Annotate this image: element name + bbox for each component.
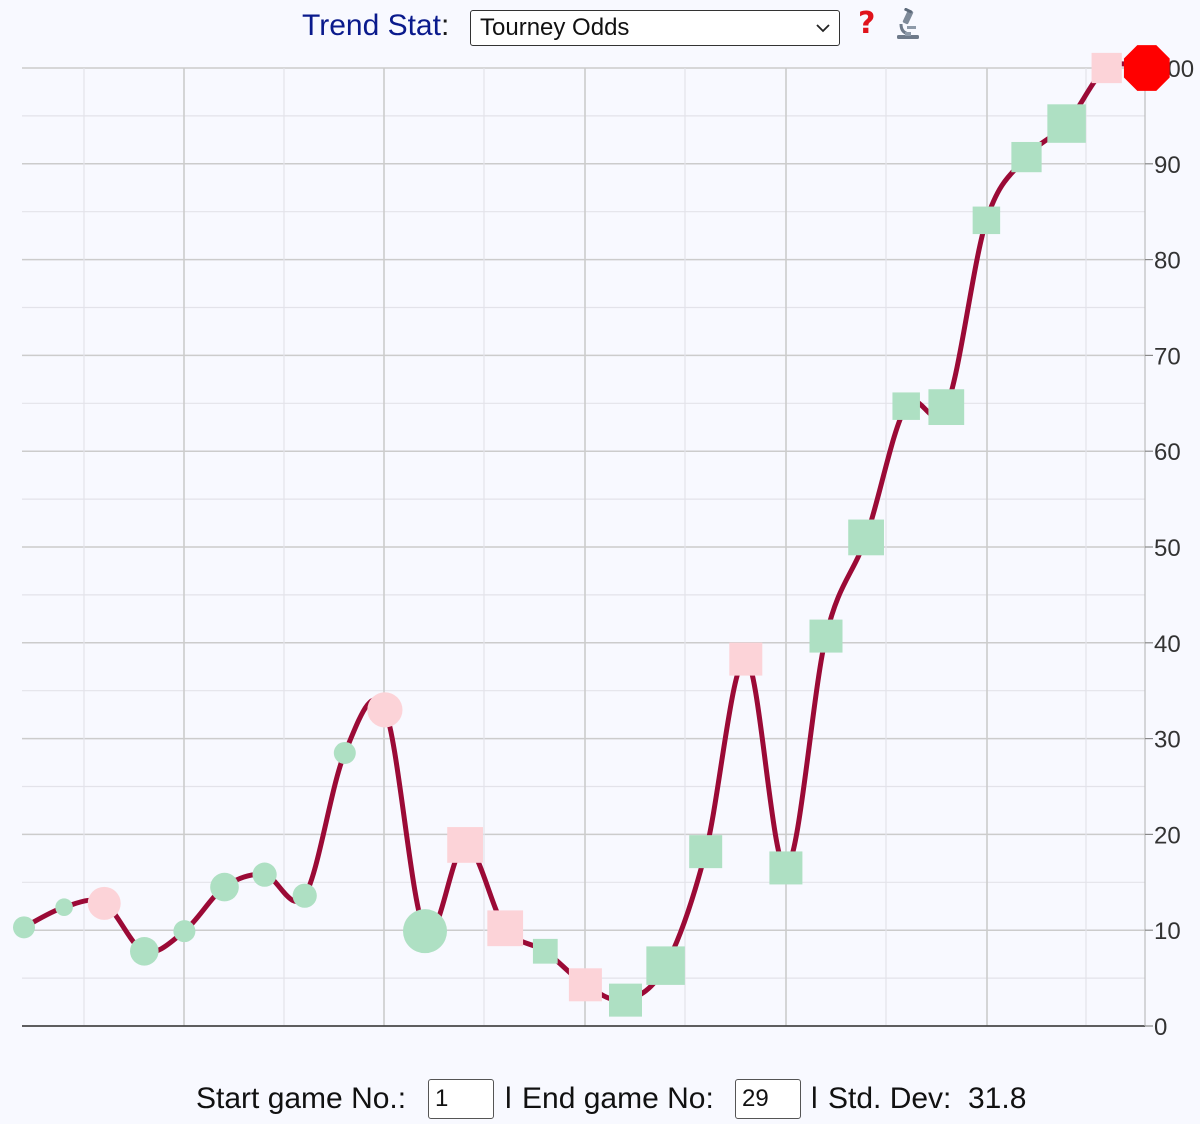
end-game-label: End game No:	[522, 1082, 714, 1115]
data-point-win	[1011, 141, 1042, 173]
trend-stat-select[interactable]: Tourney Odds	[470, 10, 840, 46]
y-tick-label: 50	[1154, 535, 1181, 562]
y-tick-label: 90	[1154, 152, 1181, 179]
data-point-win	[928, 389, 965, 426]
data-point-win	[292, 883, 317, 908]
data-point-win	[1047, 104, 1086, 143]
separator: l	[811, 1082, 818, 1115]
data-point-win	[55, 898, 73, 917]
data-point-win	[972, 206, 1001, 235]
data-point-loss	[367, 692, 403, 728]
trend-stat-label: Trend Stat:	[302, 9, 450, 42]
std-dev-label: Std. Dev:	[828, 1082, 952, 1115]
separator: l	[505, 1082, 512, 1115]
end-game-input[interactable]: 29	[735, 1079, 801, 1119]
data-point-win	[13, 916, 35, 939]
data-point-win	[252, 862, 277, 887]
data-point-loss	[729, 642, 763, 676]
data-point-loss	[568, 968, 602, 1002]
data-point-loss	[1091, 52, 1122, 84]
data-point-win	[809, 619, 843, 653]
chart-grid	[22, 67, 1145, 1027]
chart-header: Trend Stat: Tourney Odds ?	[0, 0, 1200, 56]
data-point-win	[173, 920, 196, 943]
chart-axes	[22, 67, 1153, 1027]
start-game-label: Start game No.:	[196, 1082, 407, 1115]
y-tick-label: 60	[1154, 439, 1181, 466]
start-game-input[interactable]: 1	[428, 1079, 494, 1119]
data-point-loss	[487, 910, 524, 947]
data-point-markers	[13, 45, 1170, 1017]
data-point-loss	[87, 886, 121, 920]
data-point-win	[130, 936, 159, 966]
data-point-win	[689, 835, 723, 869]
data-point-win	[892, 392, 920, 420]
y-tick-label: 0	[1154, 1014, 1167, 1041]
trend-stat-selected-value: Tourney Odds	[480, 14, 630, 41]
data-point-win	[403, 909, 447, 954]
data-point-win	[532, 938, 558, 964]
y-tick-label: 30	[1154, 727, 1181, 754]
data-point-win	[333, 741, 356, 764]
game-range-controls: Start game No.: 1 l End game No: 29 l St…	[0, 1076, 1200, 1122]
microscope-icon[interactable]	[893, 8, 923, 42]
y-tick-label: 20	[1154, 822, 1181, 849]
data-point-win	[769, 851, 803, 885]
data-point-win	[848, 519, 884, 556]
y-tick-label: 70	[1154, 343, 1181, 370]
data-point-current	[1123, 45, 1170, 91]
y-tick-label: 10	[1154, 918, 1181, 945]
data-point-loss	[447, 827, 483, 863]
data-point-win	[609, 983, 642, 1017]
data-point-win	[210, 872, 239, 902]
std-dev-value: 31.8	[968, 1082, 1027, 1115]
data-point-win	[646, 946, 685, 985]
chevron-down-icon	[816, 24, 830, 33]
y-tick-label: 40	[1154, 631, 1181, 658]
y-tick-label: 80	[1154, 248, 1181, 275]
question-mark-icon[interactable]: ?	[858, 6, 876, 41]
